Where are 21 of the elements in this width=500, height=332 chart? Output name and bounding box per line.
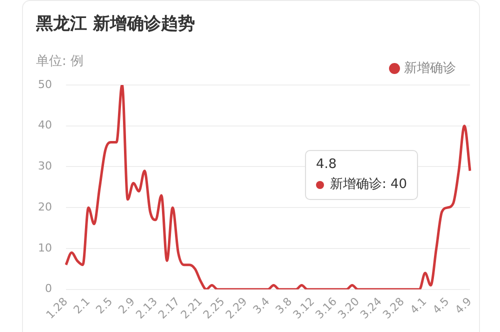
y-tick-label: 30 — [38, 160, 52, 173]
y-tick-label: 40 — [38, 118, 52, 132]
x-tick-label: 2.9 — [116, 294, 138, 317]
legend-label: 新增确诊 — [404, 60, 456, 76]
x-tick-label: 3.4 — [250, 294, 272, 317]
x-tick-label: 2.1 — [71, 294, 93, 317]
annotation: 4.8 — [316, 156, 337, 174]
chart-title: 黑龙江 新增确诊趋势 — [36, 13, 195, 35]
x-tick-label: 4.9 — [452, 294, 474, 317]
x-tick-label: 3.8 — [273, 294, 295, 317]
tooltip-box: 4.8 新增确诊: 40 — [305, 150, 418, 200]
annotation: 新增确诊: 40 — [330, 176, 408, 194]
line-series — [64, 85, 472, 290]
x-tick-label: 4.5 — [430, 294, 452, 317]
y-tick-label: 10 — [38, 241, 52, 254]
x-tick-label: 2.5 — [93, 294, 116, 317]
y-tick-label: 20 — [38, 200, 52, 214]
x-tick-label: 4.1 — [408, 294, 430, 317]
y-tick-label: 50 — [38, 78, 52, 91]
chart-subtitle: 单位: 例 — [36, 53, 84, 70]
y-tick-label: 0 — [44, 282, 52, 296]
